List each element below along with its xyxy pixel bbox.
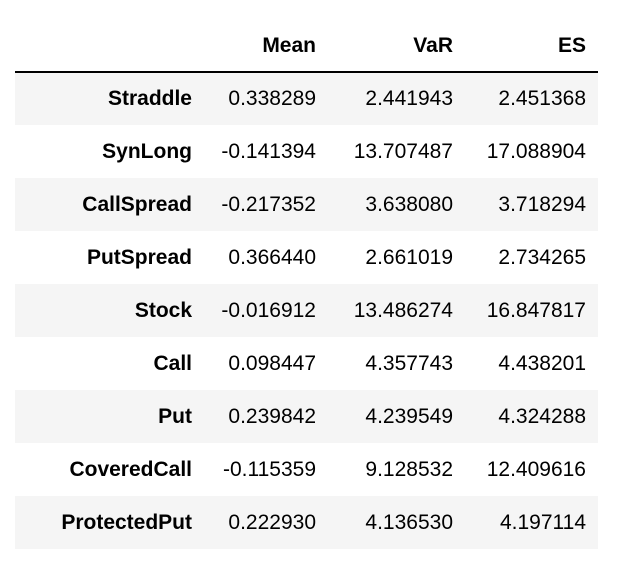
var-cell: 13.707487 [353,139,453,163]
table-row: Straddle 0.338289 2.441943 2.451368 [15,72,598,125]
es-cell: 16.847817 [486,298,586,322]
risk-metrics-table: Mean VaR ES Straddle 0.338289 2.441943 2… [15,20,598,549]
var-cell: 4.239549 [365,404,453,428]
row-label: SynLong [102,139,192,163]
column-header-mean: Mean [192,20,328,73]
index-header [15,20,192,73]
mean-cell: -0.141394 [221,139,316,163]
mean-cell: 0.366440 [228,245,316,269]
dataframe-table-container: Mean VaR ES Straddle 0.338289 2.441943 2… [15,20,598,549]
var-cell: 2.441943 [365,87,453,110]
es-cell: 4.197114 [499,510,586,534]
table-row: SynLong -0.141394 13.707487 17.088904 [15,125,598,178]
var-cell: 9.128532 [365,457,453,481]
column-header-var: VaR [328,20,465,73]
table-row: Stock -0.016912 13.486274 16.847817 [15,284,598,337]
mean-cell: -0.115359 [222,457,316,481]
var-cell: 4.136530 [365,510,453,534]
mean-cell: 0.222930 [228,510,316,534]
table-header: Mean VaR ES [15,20,598,73]
row-label: Straddle [107,87,192,110]
row-label: Stock [134,298,192,322]
row-label: ProtectedPut [61,510,192,534]
mean-cell: -0.016912 [221,298,316,322]
table-body: Straddle 0.338289 2.441943 2.451368 SynL… [15,72,598,549]
es-cell: 17.088904 [486,139,586,163]
table-row: Put 0.239842 4.239549 4.324288 [15,390,598,443]
row-label: CoveredCall [69,457,192,481]
row-label: Call [153,351,192,375]
table-row: ProtectedPut 0.222930 4.136530 4.197114 [15,496,598,549]
mean-cell: 0.338289 [228,87,316,110]
mean-cell: 0.098447 [228,351,316,375]
table-row: PutSpread 0.366440 2.661019 2.734265 [15,231,598,284]
table-row: CoveredCall -0.115359 9.128532 12.409616 [15,443,598,496]
row-label: Put [158,404,192,428]
es-cell: 4.438201 [498,351,586,375]
var-cell: 13.486274 [353,298,453,322]
table-row: CallSpread -0.217352 3.638080 3.718294 [15,178,598,231]
var-cell: 3.638080 [365,192,453,216]
row-label: CallSpread [82,192,192,216]
table-row: Call 0.098447 4.357743 4.438201 [15,337,598,390]
var-cell: 2.661019 [365,245,453,269]
mean-cell: -0.217352 [221,192,316,216]
var-cell: 4.357743 [365,351,453,375]
es-cell: 12.409616 [486,457,586,481]
column-header-es: ES [465,20,598,73]
row-label: PutSpread [86,245,192,269]
es-cell: 3.718294 [498,192,586,216]
es-cell: 4.324288 [498,404,586,428]
es-cell: 2.734265 [498,245,586,269]
mean-cell: 0.239842 [228,404,316,428]
es-cell: 2.451368 [498,87,586,110]
header-row: Mean VaR ES [15,20,598,73]
